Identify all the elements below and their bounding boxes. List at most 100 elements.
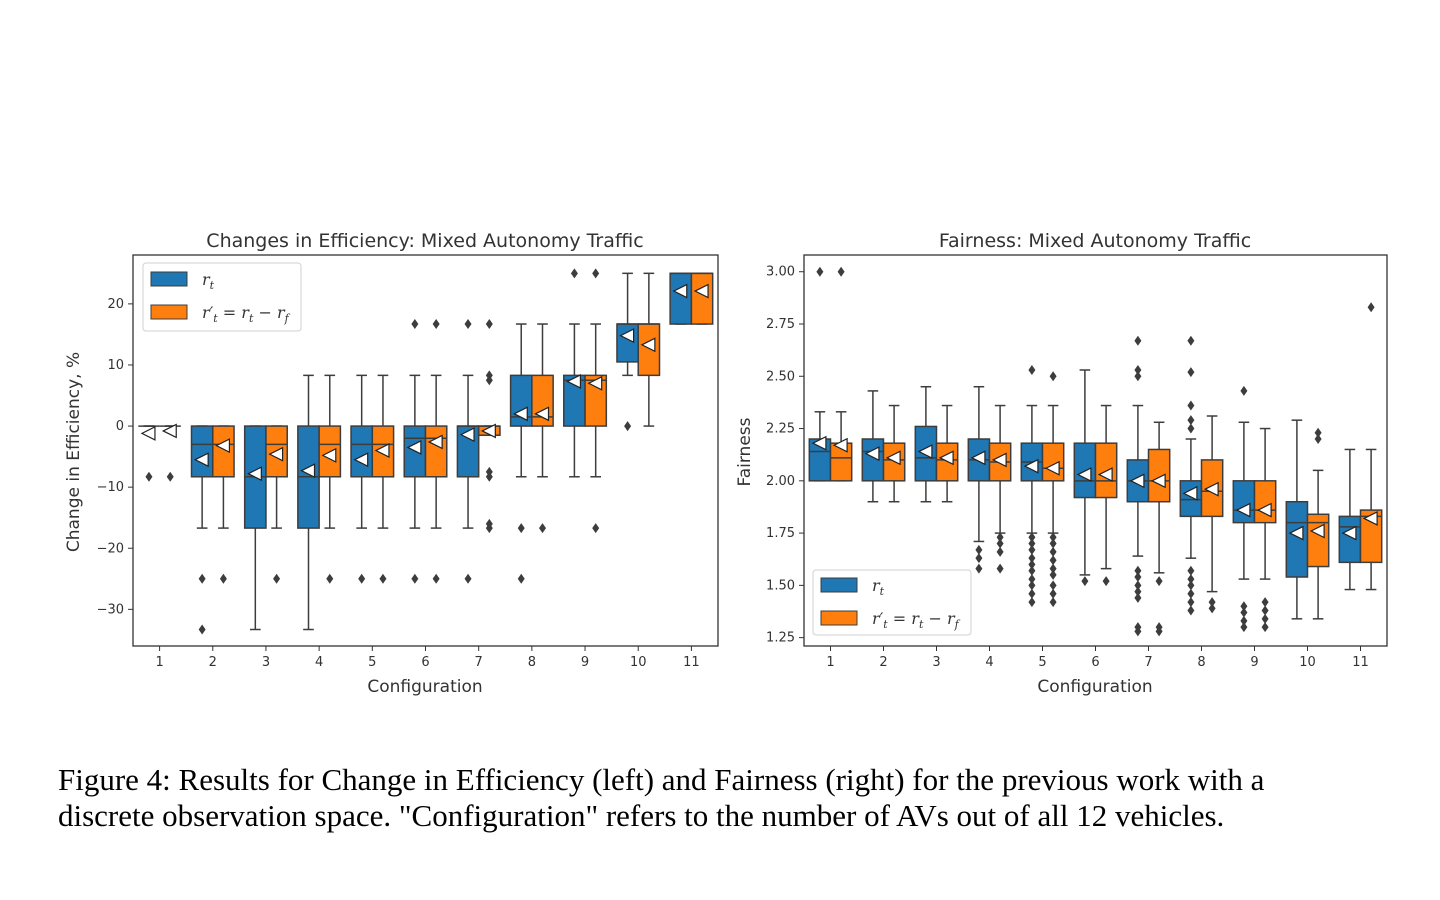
x-tick-label: 2 xyxy=(209,655,217,670)
outlier-point xyxy=(1261,597,1269,608)
x-tick-label: 11 xyxy=(683,655,700,670)
outlier-point xyxy=(1240,601,1248,612)
plot-marks: 20 10 0 −10 −20 −30 1 2 3 4 5 6 7 8 9 10 11 xyxy=(97,268,714,670)
outlier-point xyxy=(539,523,546,534)
outlier-point xyxy=(411,573,419,584)
outlier-point xyxy=(1208,603,1216,614)
outlier-point xyxy=(996,538,1004,549)
mean-marker xyxy=(1235,502,1251,518)
box xyxy=(1147,448,1171,503)
legend-label-rprime: r′t = rt − rf xyxy=(202,303,291,325)
outlier-point xyxy=(411,319,419,330)
mean-marker xyxy=(1256,502,1272,518)
outlier-point xyxy=(1028,532,1036,543)
outlier-point xyxy=(1049,538,1057,549)
y-tick-label: 2.00 xyxy=(766,474,795,489)
x-tick-label: 8 xyxy=(1197,655,1205,670)
x-tick-label: 3 xyxy=(262,655,270,670)
y-tick-label: 20 xyxy=(107,297,124,312)
outlier-point xyxy=(1134,626,1142,637)
x-tick-label: 10 xyxy=(630,655,647,670)
outlier-point xyxy=(1134,565,1142,576)
x-tick-label: 1 xyxy=(826,655,834,670)
mean-marker xyxy=(1203,481,1219,497)
outlier-point xyxy=(517,573,525,584)
outlier-point xyxy=(1102,576,1110,587)
x-tick-label: 4 xyxy=(985,655,993,670)
mean-marker xyxy=(374,443,390,458)
outlier-point xyxy=(592,523,600,534)
mean-marker xyxy=(1076,467,1092,483)
x-axis-label: Configuration xyxy=(367,677,482,697)
x-axis-label: Configuration xyxy=(1037,677,1152,697)
outlier-point xyxy=(996,563,1004,574)
box xyxy=(882,442,906,482)
legend: rt r′t = rt − rf xyxy=(812,569,972,636)
outlier-point xyxy=(1028,365,1036,375)
outlier-point xyxy=(1187,565,1195,576)
outlier-point xyxy=(975,563,983,574)
y-tick-label: 3.00 xyxy=(766,265,795,280)
mean-marker xyxy=(1044,460,1060,476)
outlier-point xyxy=(145,471,153,482)
outlier-point xyxy=(273,573,281,584)
outlier-point xyxy=(1155,626,1163,637)
y-tick-label: −10 xyxy=(97,480,124,495)
mean-marker xyxy=(427,434,443,450)
outlier-point xyxy=(1081,576,1089,587)
box xyxy=(1285,500,1309,578)
outlier-point xyxy=(485,319,493,330)
outlier-point xyxy=(1134,580,1142,591)
chart-title: Fairness: Mixed Autonomy Traffic xyxy=(939,230,1251,252)
outlier-point xyxy=(996,532,1004,543)
outlier-point xyxy=(1049,569,1057,580)
x-tick-label: 7 xyxy=(1144,655,1152,670)
outlier-point xyxy=(570,268,578,279)
box xyxy=(1094,442,1118,499)
box xyxy=(1073,442,1097,499)
outlier-point xyxy=(837,266,845,277)
y-tick-label: 2.50 xyxy=(766,369,795,384)
mean-marker xyxy=(1150,473,1166,489)
box xyxy=(669,272,693,325)
mean-marker xyxy=(938,450,954,466)
outlier-point xyxy=(1314,434,1322,444)
outlier-point xyxy=(379,573,387,584)
outlier-point xyxy=(1049,597,1057,608)
box xyxy=(350,425,374,478)
mean-marker xyxy=(215,438,231,454)
box xyxy=(1232,480,1256,524)
y-tick-label: 1.25 xyxy=(766,631,795,646)
mean-marker xyxy=(566,373,582,389)
mean-marker xyxy=(353,452,369,468)
x-tick-label: 2 xyxy=(879,655,887,670)
outlier-point xyxy=(1134,335,1142,346)
y-axis-label: Fairness xyxy=(735,417,755,486)
legend-swatch-rprime xyxy=(150,304,188,320)
outlier-point xyxy=(1187,367,1195,378)
mean-marker xyxy=(480,423,496,439)
outlier-point xyxy=(198,624,206,635)
mean-marker xyxy=(1309,523,1325,539)
outlier-point xyxy=(1187,335,1195,346)
outlier-point xyxy=(485,375,493,386)
mean-marker xyxy=(640,337,656,353)
mean-marker xyxy=(1097,467,1113,483)
outlier-point xyxy=(464,319,472,330)
mean-marker xyxy=(693,283,709,299)
legend-label-rprime: r′t = rt − rf xyxy=(872,609,961,631)
outlier-point xyxy=(1240,607,1248,618)
outlier-point xyxy=(1134,592,1142,603)
x-tick-label: 7 xyxy=(475,655,483,670)
outlier-point xyxy=(1187,400,1195,411)
outlier-point xyxy=(358,573,366,584)
x-tick-label: 4 xyxy=(315,655,323,670)
outlier-point xyxy=(464,573,472,584)
x-tick-label: 3 xyxy=(932,655,940,670)
outlier-point xyxy=(1155,576,1163,587)
outlier-point xyxy=(996,546,1004,557)
outlier-point xyxy=(1187,605,1195,616)
box xyxy=(935,442,959,482)
outlier-point xyxy=(1049,563,1057,574)
